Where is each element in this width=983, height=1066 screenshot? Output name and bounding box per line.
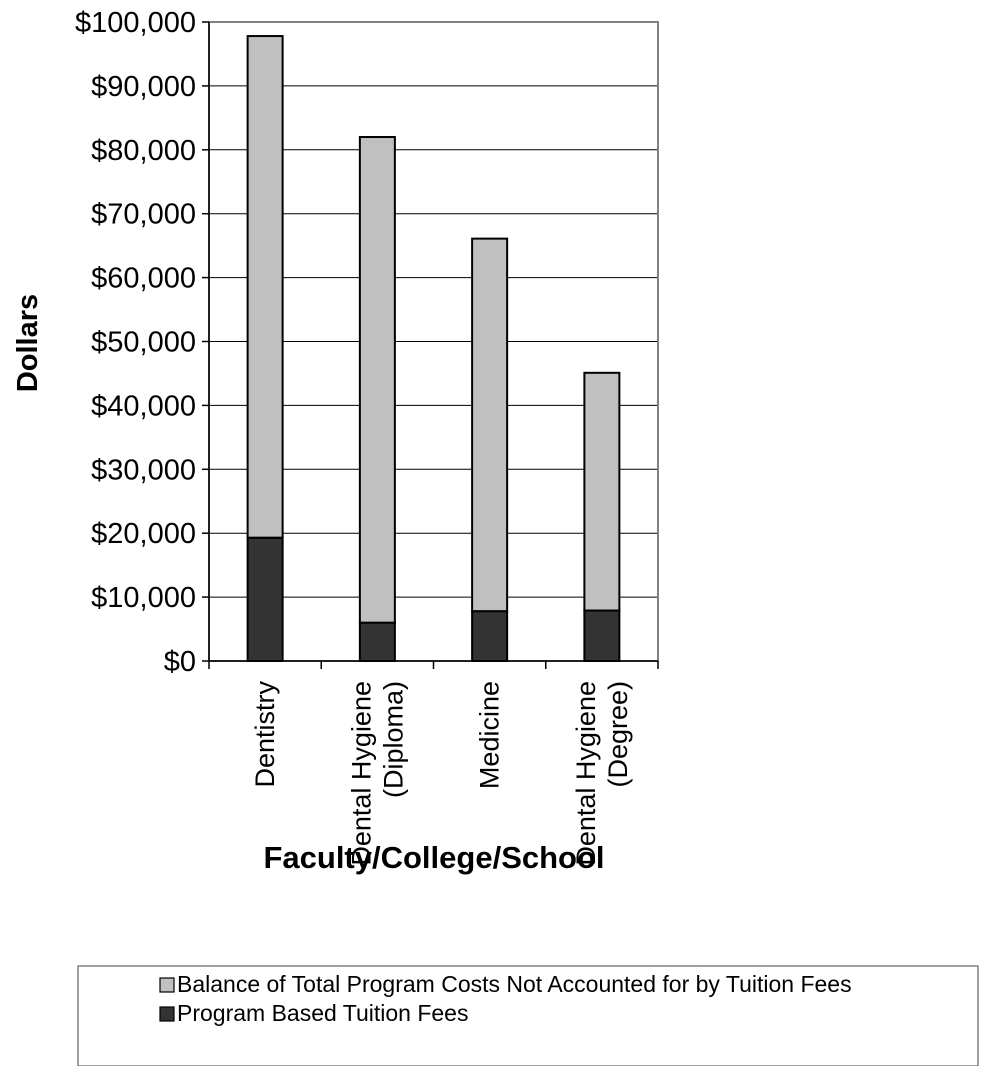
legend-box	[77, 965, 979, 1066]
y-tick-label: $50,000	[91, 327, 196, 359]
x-axis-title: Faculty/College/School	[263, 840, 604, 875]
bar-segment	[246, 35, 284, 539]
x-category-label: Dental Hygiene(Diploma)	[346, 681, 408, 866]
y-tick-labels: $0 $10,000 $20,000 $30,000 $40,000 $50,000 $60…	[75, 7, 196, 678]
x-category-labels: Dentistry Dental Hygiene(Diploma) Medicine…	[250, 681, 633, 866]
bars	[246, 35, 621, 663]
x-category-label: Dental Hygiene(Degree)	[571, 681, 633, 866]
legend-swatch	[159, 1006, 175, 1022]
y-axis-title: Dollars	[12, 294, 44, 392]
y-tick-label: $40,000	[91, 390, 196, 422]
bar-segment	[246, 536, 284, 662]
y-tick-label: $0	[164, 646, 196, 678]
bar-segment	[471, 237, 509, 613]
bar-segment	[583, 371, 621, 612]
bar-segment	[358, 621, 396, 662]
y-tick-label: $30,000	[91, 454, 196, 486]
y-tick-label: $80,000	[91, 135, 196, 167]
y-tick-label: $70,000	[91, 199, 196, 231]
legend-label: Balance of Total Program Costs Not Accou…	[177, 971, 852, 997]
y-tick-label: $10,000	[91, 582, 196, 614]
bar-segment	[358, 136, 396, 624]
legend-swatch	[159, 977, 175, 993]
x-category-label: Dentistry	[250, 681, 280, 788]
y-tick-label: $60,000	[91, 263, 196, 295]
y-tick-label: $20,000	[91, 518, 196, 550]
legend: Balance of Total Program Costs Not Accou…	[77, 965, 979, 1066]
axes	[202, 21, 659, 669]
y-tick-label: $90,000	[91, 71, 196, 103]
bar-segment	[471, 610, 509, 663]
y-tick-label: $100,000	[75, 7, 196, 39]
legend-label: Program Based Tuition Fees	[177, 1000, 468, 1026]
bar-segment	[583, 609, 621, 662]
x-category-label: Medicine	[475, 681, 505, 789]
